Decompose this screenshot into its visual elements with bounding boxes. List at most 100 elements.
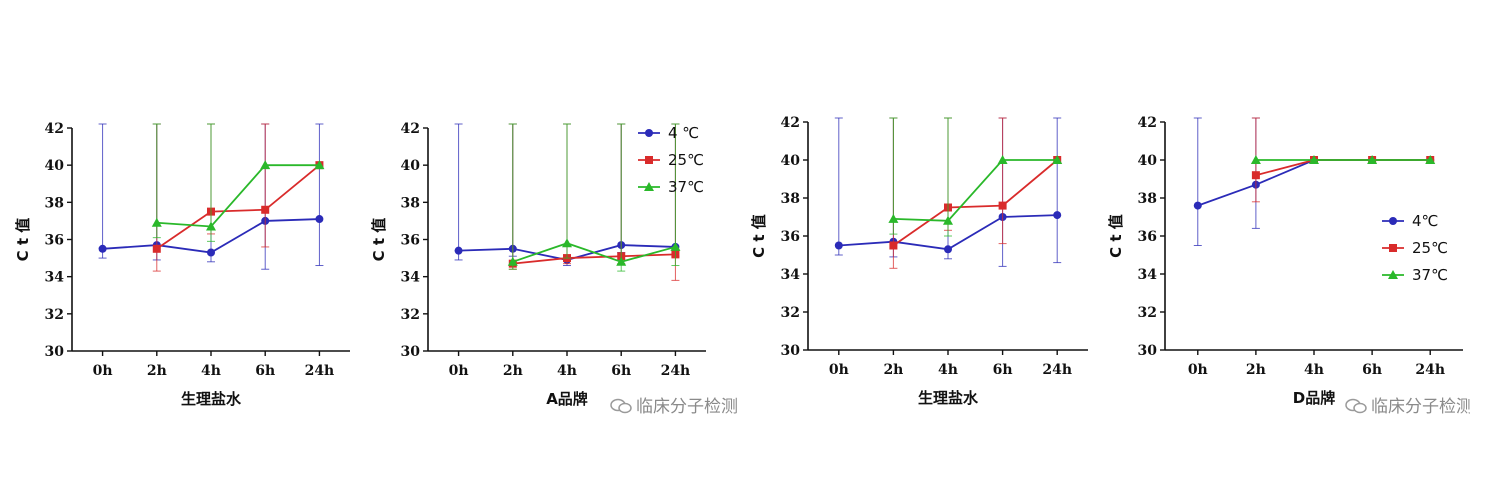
legend-marker	[1389, 217, 1397, 225]
y-tick-label: 34	[401, 270, 421, 286]
legend-marker	[1388, 270, 1398, 279]
data-point	[1052, 155, 1063, 164]
data-point	[834, 241, 843, 250]
y-tick-label: 40	[781, 153, 801, 169]
chart-4: 30 32 34 36 38 40 42 0h 2h 4h 6h 24h D品牌 C t 值 4℃ 25℃ 37…	[1107, 115, 1463, 407]
y-axis-label: C t 值	[1107, 214, 1125, 258]
data-point	[314, 160, 325, 170]
y-tick-label: 34	[781, 267, 801, 283]
series-37c	[1250, 155, 1436, 164]
series-37c	[151, 123, 325, 242]
y-tick-label: 40	[401, 158, 421, 174]
y-tick-label: 30	[781, 343, 801, 359]
data-point	[1193, 201, 1202, 210]
legend-marker	[645, 156, 653, 164]
y-tick-label: 32	[781, 305, 800, 321]
legend-label: 25℃	[1412, 239, 1448, 257]
legend-label: 4℃	[1412, 212, 1438, 230]
legend-marker	[645, 129, 653, 137]
data-point	[889, 241, 898, 250]
y-tick-label: 32	[1138, 305, 1157, 321]
x-tick-label: 2h	[503, 363, 523, 379]
data-point	[616, 256, 627, 266]
y-tick-label: 42	[401, 121, 420, 137]
data-point	[1309, 155, 1319, 164]
y-axis-label: C t 值	[370, 218, 388, 262]
chart-1: 30 32 34 36 38 40 42 0h 2h 4h 6h 24h 生理盐水 C t 值	[14, 121, 350, 408]
wechat-icon	[1345, 398, 1367, 414]
x-tick-label: 2h	[1246, 362, 1266, 378]
y-tick-label: 36	[781, 229, 800, 245]
legend-label: 4 ℃	[668, 124, 699, 142]
chart-3: 30 32 34 36 38 40 42 0h 2h 4h 6h 24h 生理盐水 C t 值	[750, 115, 1088, 407]
x-tick-label: 24h	[1415, 362, 1445, 378]
y-tick-label: 30	[401, 344, 421, 360]
data-point	[98, 244, 107, 253]
y-axis-label: C t 值	[14, 218, 32, 262]
legend: 4 ℃ 25℃ 37℃	[638, 124, 704, 196]
data-point	[207, 248, 215, 257]
x-tick-label: 0h	[449, 363, 469, 379]
x-axis-label: A品牌	[546, 390, 588, 408]
x-tick-label: 0h	[93, 363, 113, 379]
watermark-text: 临床分子检测	[1371, 397, 1470, 417]
y-tick-label: 38	[401, 195, 420, 211]
y-tick-label: 34	[1138, 267, 1158, 283]
y-tick-label: 36	[401, 233, 420, 249]
x-axis-label: D品牌	[1293, 389, 1335, 407]
legend: 4℃ 25℃ 37℃	[1382, 212, 1448, 284]
series-line	[892, 159, 1058, 247]
x-tick-label: 6h	[1362, 362, 1382, 378]
y-tick-label: 32	[45, 307, 64, 323]
legend-marker	[1389, 244, 1397, 252]
legend-marker	[644, 182, 654, 191]
series-line	[512, 253, 676, 265]
y-tick-label: 36	[1138, 229, 1157, 245]
x-tick-label: 6h	[993, 362, 1013, 378]
data-point	[260, 160, 271, 170]
data-point	[1250, 155, 1261, 164]
data-point	[507, 256, 518, 266]
x-axis-label: 生理盐水	[181, 390, 242, 408]
data-point	[888, 213, 899, 223]
data-point	[1367, 155, 1378, 164]
x-tick-label: 4h	[1304, 362, 1324, 378]
wechat-icon	[610, 398, 632, 414]
series-line	[156, 164, 320, 250]
y-tick-label: 32	[401, 307, 420, 323]
y-tick-label: 42	[781, 115, 800, 131]
x-tick-label: 4h	[557, 363, 577, 379]
legend-label: 37℃	[668, 178, 704, 196]
data-point	[943, 215, 953, 225]
series-37c	[888, 117, 1063, 237]
x-tick-label: 0h	[1188, 362, 1208, 378]
y-tick-label: 38	[45, 195, 64, 211]
y-tick-label: 34	[45, 270, 65, 286]
data-point	[562, 238, 572, 248]
data-point	[997, 155, 1008, 164]
x-tick-label: 6h	[255, 363, 275, 379]
data-point	[998, 201, 1007, 210]
x-tick-label: 0h	[829, 362, 849, 378]
watermark-1: 临床分子检测	[610, 392, 760, 417]
series-25c	[889, 117, 1062, 269]
series-line	[512, 242, 676, 263]
data-point	[206, 221, 216, 231]
data-point	[152, 244, 161, 253]
data-point	[1251, 171, 1260, 180]
x-tick-label: 4h	[201, 363, 221, 379]
data-point	[261, 205, 270, 214]
y-tick-label: 42	[45, 121, 64, 137]
y-tick-label: 30	[45, 344, 65, 360]
y-tick-label: 42	[1138, 115, 1157, 131]
data-point	[944, 245, 952, 254]
y-axis-label: C t 值	[750, 214, 768, 258]
data-point	[315, 215, 324, 224]
x-axis-label: 生理盐水	[918, 389, 979, 407]
x-tick-label: 24h	[661, 363, 691, 379]
data-point	[1425, 155, 1436, 164]
legend-label: 25℃	[668, 151, 704, 169]
watermark-2: 临床分子检测	[1345, 392, 1470, 417]
data-point	[670, 241, 681, 251]
